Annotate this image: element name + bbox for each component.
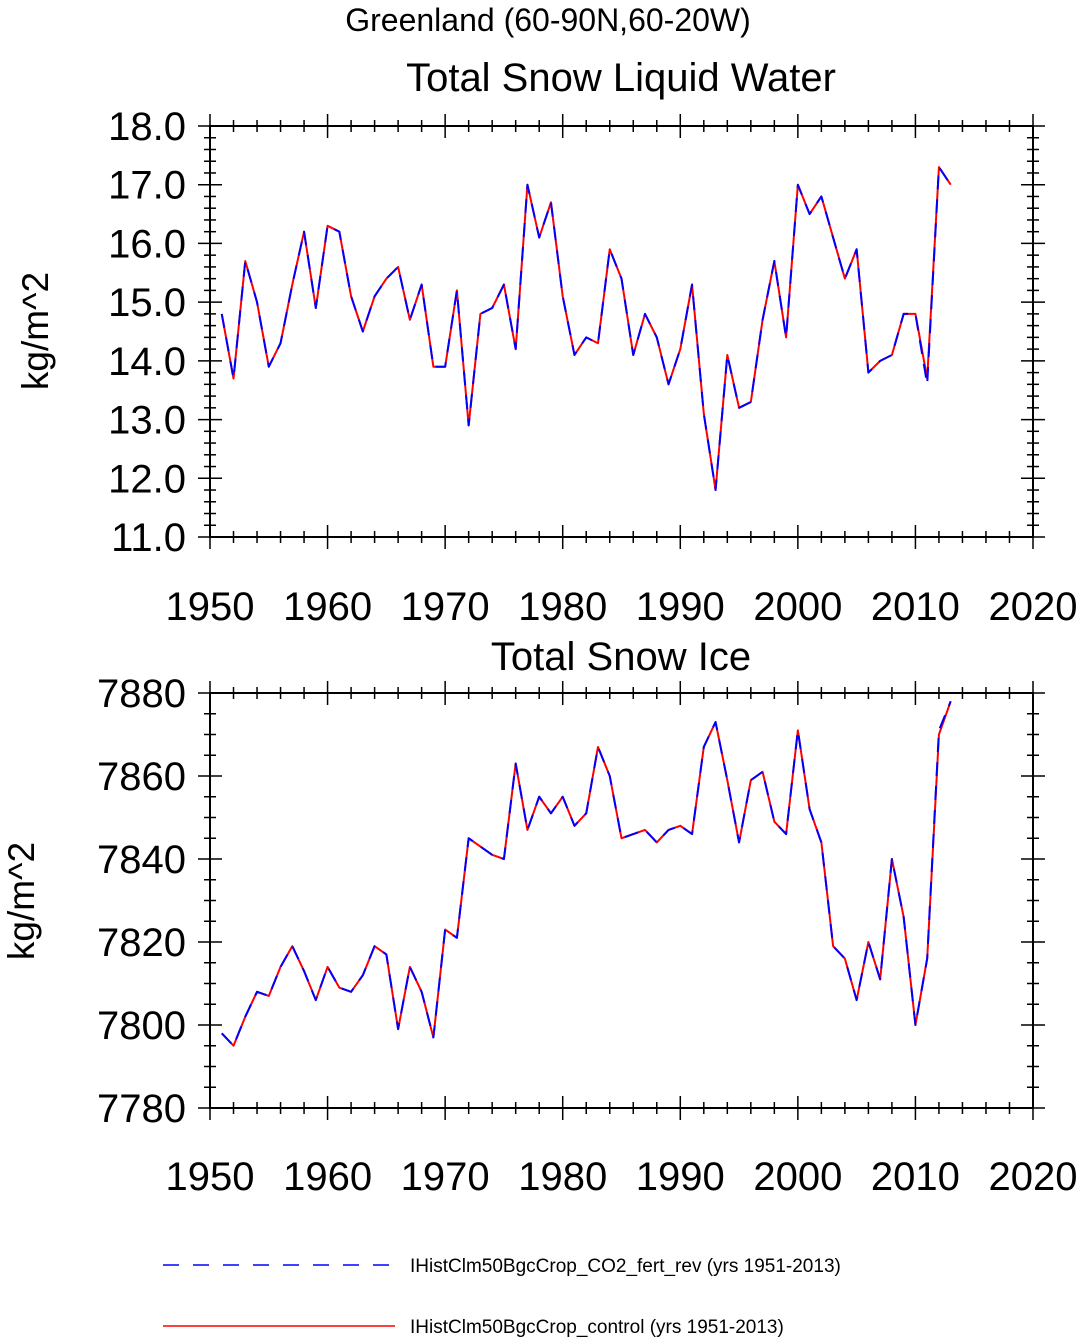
x-tick-label: 2020 (989, 585, 1078, 629)
y-tick-label: 13.0 (108, 399, 186, 443)
y-tick-label: 7780 (97, 1087, 186, 1131)
x-tick-label: 2000 (753, 1155, 842, 1199)
x-tick-label: 1980 (518, 585, 607, 629)
ticks (198, 681, 1045, 1120)
series-group (220, 166, 952, 492)
tick-labels: 1950 1960 1970 1980 1990 2000 2010 2020 7780 7800… (97, 672, 1077, 1199)
y-axis-label: kg/m^2 (1, 842, 42, 960)
y-tick-label: 7800 (97, 1004, 186, 1048)
series-group (221, 700, 952, 1047)
y-tick-label: 7860 (97, 755, 186, 799)
legend-label: IHistClm50BgcCrop_CO2_fert_rev (yrs 1951… (410, 1256, 841, 1277)
x-tick-label: 1950 (166, 1155, 255, 1199)
y-tick-label: 11.0 (111, 516, 186, 560)
x-tick-label: 1950 (166, 585, 255, 629)
x-tick-label: 1960 (283, 585, 372, 629)
y-tick-label: 14.0 (108, 340, 186, 384)
plot-frame (209, 125, 1034, 538)
y-tick-label: 7840 (97, 838, 186, 882)
series-line-co2-fert-rev (220, 166, 952, 492)
series-line-control (220, 166, 952, 492)
panel-title: Total Snow Liquid Water (406, 56, 836, 100)
x-tick-label: 1970 (401, 585, 490, 629)
legend-entry: IHistClm50BgcCrop_CO2_fert_rev (yrs 1951… (163, 1256, 841, 1277)
y-axis-label: kg/m^2 (15, 272, 56, 390)
x-tick-label: 1990 (636, 1155, 725, 1199)
y-tick-label: 18.0 (108, 105, 186, 149)
legend: IHistClm50BgcCrop_CO2_fert_rev (yrs 1951… (163, 1256, 841, 1338)
x-tick-label: 1960 (283, 1155, 372, 1199)
figure-title: Greenland (60-90N,60-20W) (345, 2, 751, 38)
y-tick-label: 7820 (97, 921, 186, 965)
plot-frame (209, 692, 1034, 1109)
x-tick-label: 2010 (871, 1155, 960, 1199)
x-tick-label: 1990 (636, 585, 725, 629)
x-tick-label: 1980 (518, 1155, 607, 1199)
y-tick-label: 12.0 (108, 457, 186, 501)
x-tick-label: 2010 (871, 585, 960, 629)
panel-title: Total Snow Ice (491, 635, 751, 679)
tick-labels: 1950 1960 1970 1980 1990 2000 2010 2020 11.0 12.0… (108, 105, 1077, 629)
legend-label: IHistClm50BgcCrop_control (yrs 1951-2013… (410, 1317, 784, 1338)
x-tick-label: 2000 (753, 585, 842, 629)
panel-snow-ice: Total Snow Ice kg/m^2 1950 1960 1970 1980 19… (1, 635, 1077, 1199)
y-tick-label: 17.0 (108, 164, 186, 208)
y-tick-label: 7880 (97, 672, 186, 716)
series-line-control (221, 700, 952, 1047)
panel-snow-liquid-water: Total Snow Liquid Water kg/m^2 1950 1960 1… (15, 56, 1077, 629)
x-tick-label: 2020 (989, 1155, 1078, 1199)
x-tick-label: 1970 (401, 1155, 490, 1199)
y-tick-label: 15.0 (108, 281, 186, 325)
series-line-co2-fert-rev (221, 700, 952, 1047)
y-tick-label: 16.0 (108, 222, 186, 266)
legend-entry: IHistClm50BgcCrop_control (yrs 1951-2013… (163, 1317, 784, 1338)
